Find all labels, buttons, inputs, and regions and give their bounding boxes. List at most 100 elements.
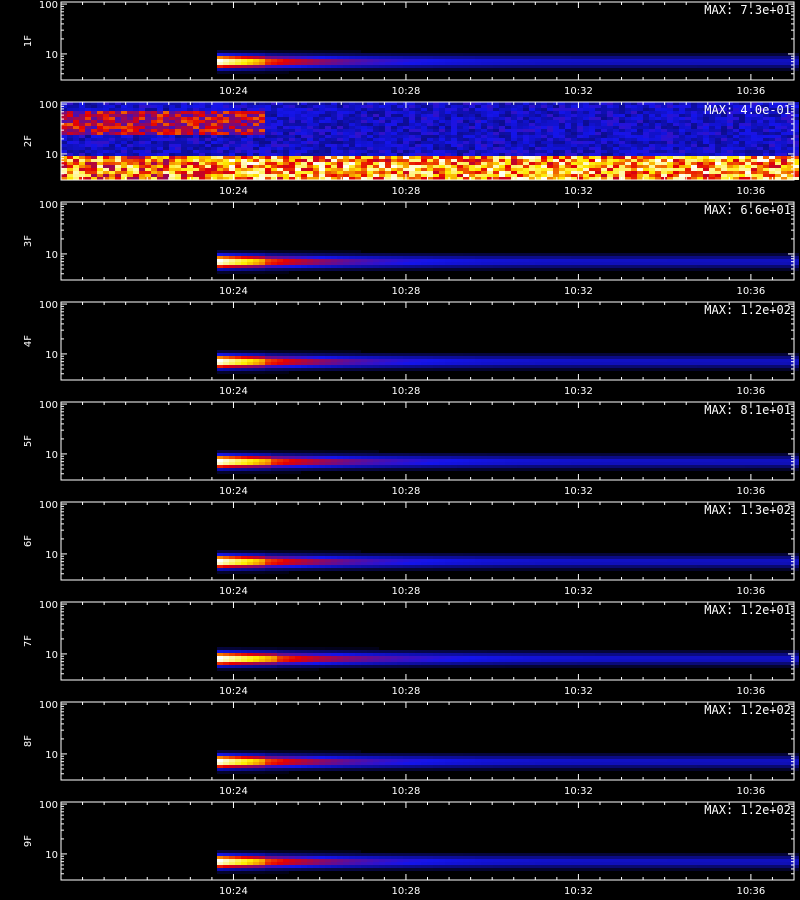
heatmap-cell	[205, 129, 211, 132]
heatmap-cell	[121, 168, 127, 171]
heatmap-cell	[121, 156, 127, 159]
heatmap-cell	[577, 159, 583, 162]
heatmap-cell	[283, 359, 289, 362]
heatmap-cell	[139, 138, 145, 141]
heatmap-cell	[193, 153, 199, 156]
heatmap-cell	[205, 126, 211, 129]
heatmap-cell	[691, 65, 697, 68]
heatmap-cell	[163, 138, 169, 141]
heatmap-cell	[169, 132, 175, 135]
heatmap-cell	[739, 256, 745, 259]
heatmap-cell	[601, 105, 607, 108]
heatmap-cell	[349, 156, 355, 159]
heatmap-cell	[631, 147, 637, 150]
heatmap-cell	[565, 141, 571, 144]
heatmap-cell	[463, 129, 469, 132]
heatmap-cell	[211, 162, 217, 165]
heatmap-cell	[751, 165, 757, 168]
heatmap-cell	[571, 153, 577, 156]
heatmap-cell	[247, 129, 253, 132]
heatmap-cell	[739, 132, 745, 135]
heatmap-cell	[73, 144, 79, 147]
heatmap-cell	[337, 126, 343, 129]
heatmap-cell	[79, 165, 85, 168]
heatmap-cell	[139, 135, 145, 138]
heatmap-cell	[277, 362, 283, 365]
heatmap-cell	[379, 138, 385, 141]
heatmap-cell	[703, 138, 709, 141]
heatmap-cell	[517, 265, 523, 268]
heatmap-cell	[751, 117, 757, 120]
heatmap-cell	[775, 102, 781, 105]
heatmap-cell	[217, 138, 223, 141]
heatmap-cell	[787, 162, 793, 165]
heatmap-cell	[613, 153, 619, 156]
heatmap-cell	[541, 126, 547, 129]
heatmap-cell	[433, 159, 439, 162]
heatmap-cell	[427, 56, 433, 59]
heatmap-cell	[217, 68, 223, 71]
heatmap-cell	[211, 123, 217, 126]
heatmap-cell	[133, 138, 139, 141]
heatmap-cell	[397, 102, 403, 105]
heatmap-cell	[271, 138, 277, 141]
heatmap-cell	[343, 174, 349, 177]
heatmap-cell	[655, 65, 661, 68]
heatmap-cell	[313, 259, 319, 262]
heatmap-cell	[355, 53, 361, 56]
heatmap-cell	[523, 141, 529, 144]
heatmap-cell	[595, 171, 601, 174]
heatmap-cell	[517, 253, 523, 256]
heatmap-cell	[733, 53, 739, 56]
heatmap-cell	[319, 62, 325, 65]
heatmap-cell	[265, 359, 271, 362]
heatmap-cell	[271, 59, 277, 62]
heatmap-cell	[91, 120, 97, 123]
heatmap-cell	[631, 135, 637, 138]
heatmap-cell	[451, 265, 457, 268]
heatmap-cell	[691, 156, 697, 159]
heatmap-cell	[565, 253, 571, 256]
heatmap-cell	[403, 62, 409, 65]
heatmap-cell	[487, 123, 493, 126]
heatmap-cell	[727, 108, 733, 111]
heatmap-cell	[451, 259, 457, 262]
heatmap-cell	[667, 141, 673, 144]
heatmap-cell	[253, 153, 259, 156]
heatmap-cell	[481, 153, 487, 156]
heatmap-cell	[691, 171, 697, 174]
heatmap-cell	[97, 123, 103, 126]
heatmap-cell	[619, 132, 625, 135]
heatmap-cell	[259, 120, 265, 123]
heatmap-cell	[655, 141, 661, 144]
heatmap-cell	[229, 135, 235, 138]
heatmap-cell	[493, 153, 499, 156]
heatmap-cell	[127, 120, 133, 123]
heatmap-cell	[277, 174, 283, 177]
heatmap-cell	[715, 259, 721, 262]
heatmap-cell	[277, 59, 283, 62]
heatmap-cell	[637, 144, 643, 147]
heatmap-cell	[361, 256, 367, 259]
heatmap-cell	[169, 126, 175, 129]
heatmap-cell	[631, 123, 637, 126]
heatmap-cell	[793, 111, 799, 114]
heatmap-cell	[469, 265, 475, 268]
heatmap-cell	[475, 117, 481, 120]
heatmap-cell	[787, 105, 793, 108]
heatmap-cell	[691, 253, 697, 256]
heatmap-cell	[661, 53, 667, 56]
heatmap-cell	[415, 253, 421, 256]
heatmap-cell	[787, 123, 793, 126]
heatmap-cell	[85, 105, 91, 108]
heatmap-cell	[217, 102, 223, 105]
heatmap-cell	[445, 135, 451, 138]
heatmap-cell	[349, 138, 355, 141]
heatmap-cell	[655, 111, 661, 114]
heatmap-cell	[793, 114, 799, 117]
heatmap-cell	[739, 111, 745, 114]
heatmap-cell	[259, 62, 265, 65]
heatmap-cell	[73, 165, 79, 168]
heatmap-cell	[277, 56, 283, 59]
heatmap-cell	[61, 108, 67, 111]
